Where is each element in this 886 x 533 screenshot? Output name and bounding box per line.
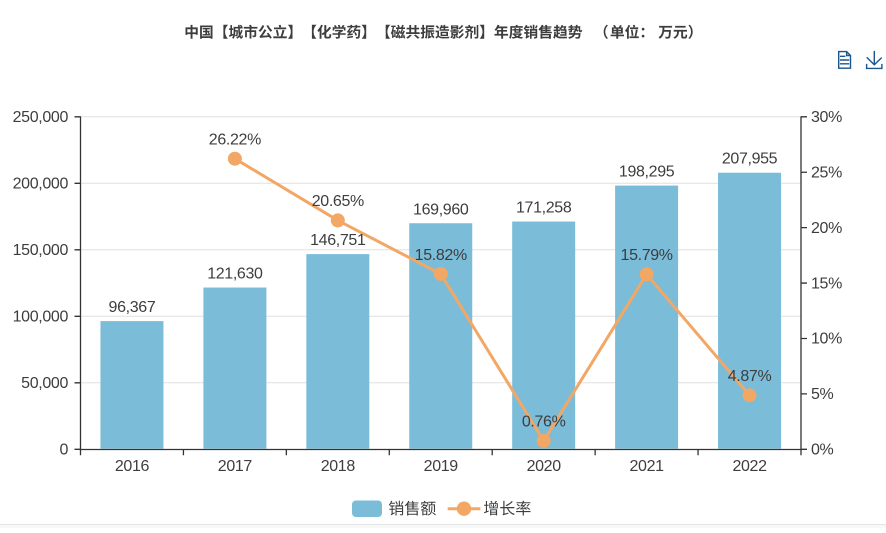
svg-text:96,367: 96,367 [109, 299, 156, 316]
svg-text:169,960: 169,960 [413, 201, 469, 218]
svg-text:50,000: 50,000 [21, 375, 68, 392]
svg-text:100,000: 100,000 [13, 309, 69, 326]
svg-text:20.65%: 20.65% [312, 193, 364, 210]
svg-text:2018: 2018 [321, 458, 356, 475]
svg-text:15%: 15% [811, 275, 842, 292]
svg-text:2017: 2017 [218, 458, 253, 475]
svg-text:0%: 0% [811, 442, 834, 459]
svg-text:2016: 2016 [115, 458, 150, 475]
svg-text:5%: 5% [811, 386, 834, 403]
svg-text:121,630: 121,630 [207, 266, 263, 283]
svg-text:0.76%: 0.76% [522, 414, 566, 431]
svg-text:30%: 30% [811, 109, 842, 126]
svg-text:4.87%: 4.87% [728, 368, 772, 385]
svg-text:20%: 20% [811, 220, 842, 237]
svg-text:2022: 2022 [732, 458, 767, 475]
svg-text:200,000: 200,000 [13, 176, 69, 193]
svg-text:146,751: 146,751 [310, 232, 366, 249]
svg-text:150,000: 150,000 [13, 242, 69, 259]
svg-text:2019: 2019 [424, 458, 459, 475]
svg-text:15.82%: 15.82% [415, 247, 467, 264]
svg-text:207,955: 207,955 [722, 151, 778, 168]
svg-text:250,000: 250,000 [13, 109, 69, 126]
svg-text:10%: 10% [811, 331, 842, 348]
svg-text:26.22%: 26.22% [209, 132, 261, 149]
svg-text:171,258: 171,258 [516, 200, 572, 217]
svg-text:15.79%: 15.79% [621, 247, 673, 264]
svg-text:25%: 25% [811, 164, 842, 181]
svg-text:0: 0 [59, 442, 68, 459]
svg-text:198,295: 198,295 [619, 164, 675, 181]
svg-text:2020: 2020 [527, 458, 562, 475]
svg-text:2021: 2021 [630, 458, 665, 475]
